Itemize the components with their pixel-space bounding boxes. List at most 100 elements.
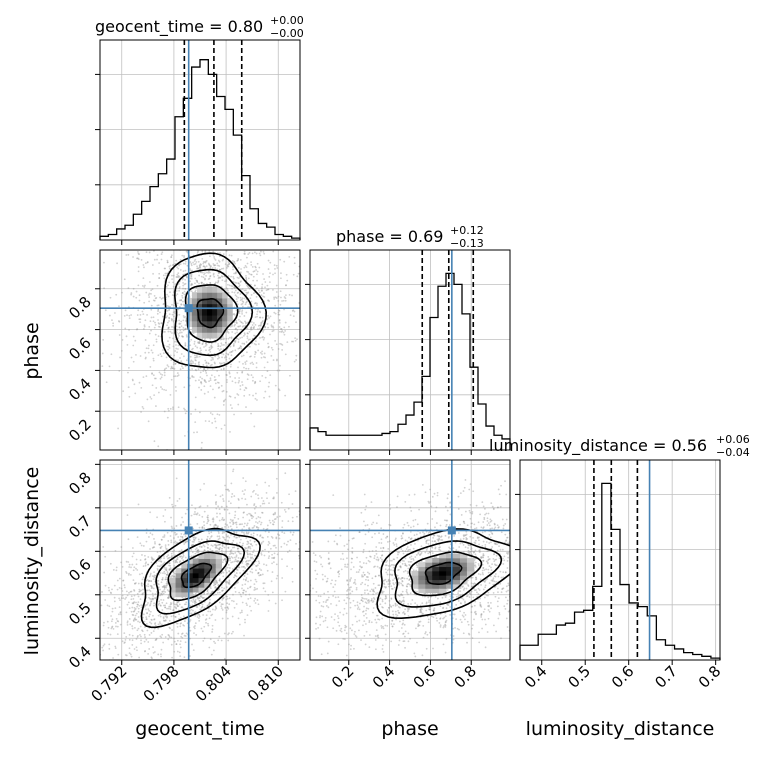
sample-point — [149, 604, 151, 606]
sample-point — [168, 557, 170, 559]
sample-point — [241, 562, 243, 564]
sample-point — [166, 294, 168, 296]
sample-point — [133, 383, 135, 385]
sample-point — [502, 549, 504, 551]
sample-point — [220, 205, 222, 207]
sample-point — [203, 276, 205, 278]
sample-point — [209, 548, 211, 550]
sample-point — [243, 213, 245, 215]
sample-point — [467, 547, 469, 549]
sample-point — [227, 261, 229, 263]
sample-point — [132, 671, 134, 673]
sample-point — [186, 495, 188, 497]
sample-point — [226, 381, 228, 383]
sample-point — [204, 664, 206, 666]
sample-point — [219, 261, 221, 263]
sample-point — [245, 594, 247, 596]
sample-point — [248, 225, 250, 227]
sample-point — [217, 382, 219, 384]
sample-point — [235, 340, 237, 342]
sample-point — [167, 408, 169, 410]
sample-point — [281, 577, 283, 579]
sample-point — [168, 606, 170, 608]
sample-point — [172, 506, 174, 508]
sample-point — [124, 244, 126, 246]
sample-point — [203, 597, 205, 599]
sample-point — [243, 526, 245, 528]
sample-point — [219, 349, 221, 351]
sample-point — [215, 281, 217, 283]
sample-point — [163, 593, 165, 595]
sample-point — [170, 394, 172, 396]
sample-point — [220, 342, 222, 344]
sample-point — [180, 536, 182, 538]
sample-point — [266, 241, 268, 243]
sample-point — [320, 326, 322, 328]
density-cell — [202, 332, 208, 338]
sample-point — [130, 591, 132, 593]
sample-point — [159, 623, 161, 625]
sample-point — [147, 261, 149, 263]
sample-point — [293, 315, 295, 317]
sample-point — [231, 600, 233, 602]
sample-point — [213, 273, 215, 275]
sample-point — [156, 338, 158, 340]
sample-point — [126, 561, 128, 563]
sample-point — [249, 338, 251, 340]
sample-point — [219, 548, 221, 550]
sample-point — [108, 644, 110, 646]
sample-point — [303, 291, 305, 293]
sample-point — [179, 244, 181, 246]
sample-point — [183, 355, 185, 357]
sample-point — [227, 284, 229, 286]
sample-point — [279, 331, 281, 333]
sample-point — [134, 627, 136, 629]
sample-point — [223, 338, 225, 340]
sample-point — [241, 611, 243, 613]
sample-point — [223, 344, 225, 346]
sample-point — [248, 368, 250, 370]
sample-point — [217, 348, 219, 350]
sample-point — [149, 614, 151, 616]
sample-point — [121, 588, 123, 590]
sample-point — [251, 545, 253, 547]
sample-point — [214, 418, 216, 420]
sample-point — [296, 516, 298, 518]
sample-point — [276, 578, 278, 580]
sample-point — [276, 267, 278, 269]
sample-point — [185, 244, 187, 246]
sample-point — [167, 540, 169, 542]
sample-point — [258, 572, 260, 574]
sample-point — [162, 349, 164, 351]
sample-point — [149, 548, 151, 550]
sample-point — [107, 621, 109, 623]
sample-point — [267, 343, 269, 345]
sample-point — [471, 628, 473, 630]
sample-point — [279, 365, 281, 367]
sample-point — [478, 521, 480, 523]
sample-point — [120, 624, 122, 626]
sample-point — [274, 272, 276, 274]
sample-point — [227, 489, 229, 491]
sample-point — [223, 368, 225, 370]
sample-point — [280, 272, 282, 274]
sample-point — [185, 365, 187, 367]
sample-point — [167, 228, 169, 230]
sample-point — [128, 566, 130, 568]
sample-point — [199, 240, 201, 242]
sample-point — [102, 339, 104, 341]
sample-point — [137, 309, 139, 311]
sample-point — [103, 622, 105, 624]
sample-point — [179, 551, 181, 553]
sample-point — [192, 551, 194, 553]
sample-point — [238, 319, 240, 321]
sample-point — [156, 341, 158, 343]
sample-point — [246, 341, 248, 343]
sample-point — [256, 526, 258, 528]
sample-point — [255, 493, 257, 495]
sample-point — [218, 375, 220, 377]
sample-point — [238, 347, 240, 349]
sample-point — [221, 362, 223, 364]
sample-point — [373, 607, 375, 609]
ylabel-luminosity-distance: luminosity_distance — [21, 467, 43, 656]
